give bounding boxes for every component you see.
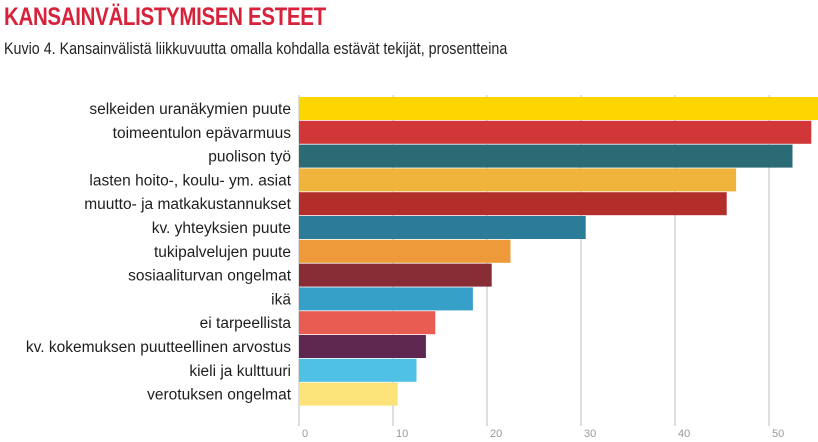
bar-9 [299, 311, 436, 335]
category-label-11: kieli ja kulttuuri [189, 363, 291, 380]
x-tick-label-2: 20 [490, 428, 502, 440]
bar-10 [299, 335, 426, 358]
bar-7 [299, 263, 492, 287]
category-label-12: verotuksen ongelmat [147, 387, 292, 404]
bar-12 [299, 382, 398, 406]
category-label-2: puolison työ [208, 149, 291, 166]
category-label-3: lasten hoito-, koulu- ym. asiat [89, 172, 291, 189]
bar-2 [299, 144, 793, 168]
bar-1 [299, 120, 812, 144]
category-label-0: selkeiden uranäkymien puute [89, 101, 291, 118]
x-tick-label-5: 50 [772, 428, 784, 440]
bar-0 [299, 97, 818, 120]
x-tick-label-1: 10 [396, 428, 408, 440]
bar-11 [299, 358, 417, 382]
category-label-5: kv. yhteyksien puute [152, 220, 291, 237]
category-label-4: muutto- ja matkakustannukset [84, 196, 291, 213]
chart-title: KANSAINVÄLISTYMISEN ESTEET [4, 3, 326, 31]
bar-4 [299, 192, 727, 216]
chart-subtitle: Kuvio 4. Kansainvälistä liikkuvuutta oma… [4, 39, 508, 58]
category-label-6: tukipalvelujen puute [154, 244, 291, 261]
category-label-1: toimeentulon epävarmuus [113, 125, 292, 142]
bar-3 [299, 168, 737, 192]
bar-8 [299, 287, 473, 311]
x-tick-label-0: 0 [302, 428, 308, 440]
bar-6 [299, 239, 511, 263]
category-label-8: ikä [271, 291, 291, 308]
bar-5 [299, 216, 586, 239]
category-label-10: kv. kokemuksen puutteellinen arvostus [26, 339, 291, 356]
category-label-7: sosiaaliturvan ongelmat [128, 268, 292, 285]
x-tick-label-4: 40 [678, 428, 690, 440]
x-tick-label-3: 30 [584, 428, 596, 440]
category-label-9: ei tarpeellista [200, 315, 292, 332]
